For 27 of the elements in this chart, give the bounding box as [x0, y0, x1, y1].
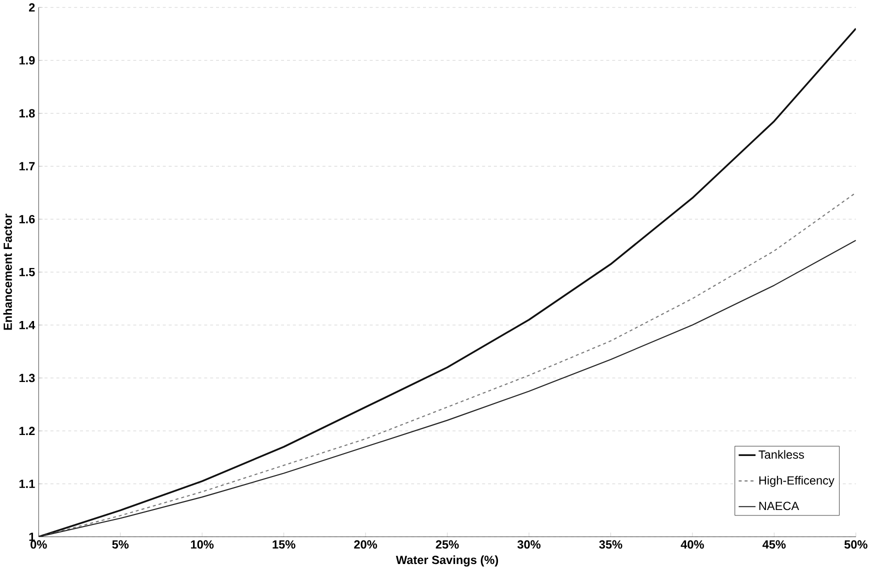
legend-label: Tankless — [758, 450, 804, 459]
x-tick-label: 25% — [436, 540, 459, 549]
y-tick-label: 1.1 — [19, 480, 35, 488]
y-tick-label: 1.6 — [19, 215, 35, 224]
y-tick-label: 1.8 — [19, 109, 35, 118]
y-tick-label: 1.3 — [19, 374, 35, 382]
x-tick-label: 30% — [517, 540, 541, 549]
y-tick-label: 1 — [29, 532, 35, 541]
x-tick-label: 0% — [30, 540, 47, 549]
y-axis-title: Enhancement Factor — [3, 214, 12, 330]
x-tick-label: 45% — [762, 540, 786, 549]
y-tick-label: 2 — [29, 3, 35, 12]
x-tick-label: 35% — [599, 540, 622, 549]
x-axis-title: Water Savings (%) — [396, 556, 498, 567]
x-tick-label: 20% — [354, 540, 378, 549]
x-tick-label: 5% — [112, 540, 129, 549]
y-tick-label: 1.4 — [19, 321, 36, 330]
x-tick-label: 15% — [272, 540, 296, 549]
y-tick-label: 1.9 — [19, 56, 35, 65]
y-tick-label: 1.7 — [19, 162, 35, 170]
x-tick-label: 40% — [680, 540, 704, 549]
y-tick-label: 1.5 — [19, 268, 35, 276]
legend-label: NAECA — [759, 502, 800, 510]
x-tick-label: 10% — [191, 540, 214, 549]
legend-label: High-Efficency — [759, 476, 834, 488]
y-tick-label: 1.2 — [19, 426, 35, 436]
x-tick-label: 50% — [844, 540, 868, 549]
